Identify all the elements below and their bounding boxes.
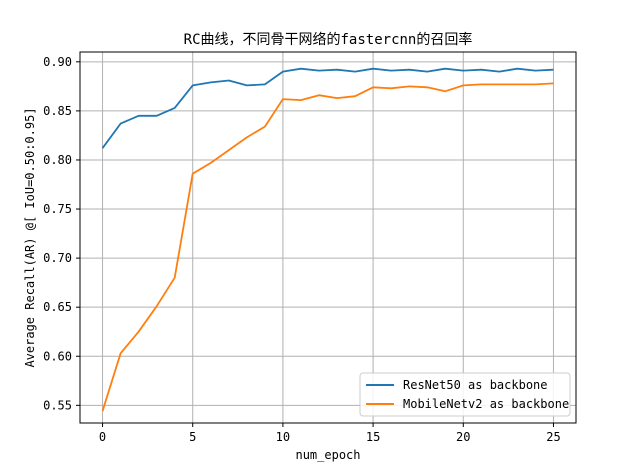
- x-tick-label: 15: [366, 430, 380, 444]
- x-tick-label: 10: [276, 430, 290, 444]
- y-tick-label: 0.90: [43, 55, 72, 69]
- y-tick-label: 0.65: [43, 300, 72, 314]
- x-tick-label: 25: [546, 430, 560, 444]
- plot-frame: [79, 51, 577, 424]
- legend-label: MobileNetv2 as backbone: [403, 397, 569, 411]
- y-tick-label: 0.75: [43, 202, 72, 216]
- x-tick-label: 0: [99, 430, 106, 444]
- y-tick-label: 0.55: [43, 398, 72, 412]
- series-lines: [101, 67, 554, 412]
- legend-label: ResNet50 as backbone: [403, 378, 548, 392]
- y-tick-label: 0.60: [43, 349, 72, 363]
- x-tick-label: 20: [456, 430, 470, 444]
- y-tick-label: 0.85: [43, 104, 72, 118]
- y-axis-ticks: 0.55 0.60 0.65 0.70 0.75 0.80 0.85 0.90: [43, 55, 80, 412]
- series-line-mobilenetv2: [101, 82, 554, 412]
- legend-box: [359, 372, 571, 417]
- y-axis-label: Average Recall(AR) @[ IoU=0.50:0.95]: [23, 107, 37, 367]
- series-line-resnet50: [101, 67, 554, 149]
- chart-title: RC曲线，不同骨干网络的fastercnn的召回率: [184, 31, 473, 48]
- x-axis-ticks: 0 5 10 15 20 25: [99, 423, 561, 444]
- grid-lines: [80, 52, 576, 423]
- x-axis-label: num_epoch: [295, 448, 360, 462]
- legend: ResNet50 as backbone MobileNetv2 as backb…: [359, 372, 571, 417]
- y-tick-label: 0.80: [43, 153, 72, 167]
- y-tick-label: 0.70: [43, 251, 72, 265]
- x-tick-label: 5: [189, 430, 196, 444]
